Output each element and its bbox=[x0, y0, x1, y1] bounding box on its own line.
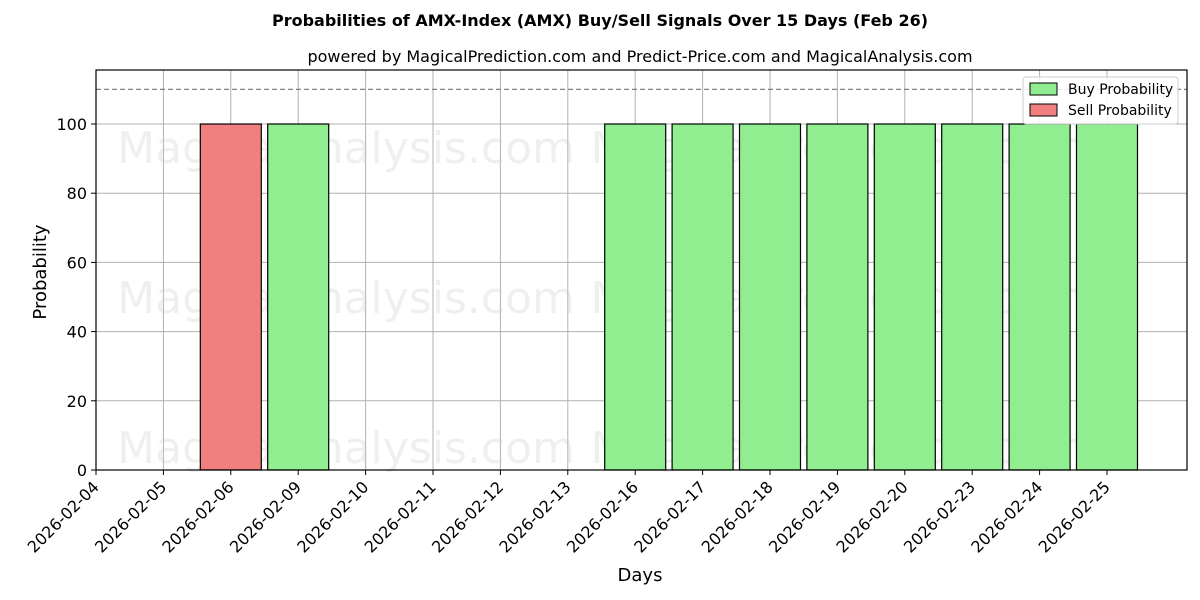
buy-bar bbox=[806, 123, 869, 471]
x-tick-label: 2026-02-09 bbox=[226, 477, 305, 556]
x-tick-label: 2026-02-18 bbox=[698, 477, 777, 556]
legend-box bbox=[1022, 76, 1179, 125]
y-axis-label: Probability bbox=[30, 224, 51, 319]
legend: Buy Probability Sell Probability bbox=[1022, 76, 1179, 125]
watermarks: MagicalAnalysis.comMagicalPrediction.com… bbox=[117, 123, 1085, 474]
legend-swatch-buy bbox=[1029, 82, 1058, 96]
y-axis: 0 20 40 60 80 100 bbox=[56, 115, 96, 480]
x-tick-label: 2026-02-24 bbox=[967, 477, 1046, 556]
buy-bar bbox=[873, 123, 936, 471]
legend-label-sell: Sell Probability bbox=[1068, 103, 1172, 119]
x-tick-label: 2026-02-20 bbox=[832, 477, 911, 556]
watermark-text: MagicalAnalysis.com bbox=[117, 123, 575, 174]
x-axis-label: Days bbox=[618, 565, 663, 586]
plot-frame bbox=[95, 69, 1188, 471]
buy-bar bbox=[671, 123, 734, 471]
buy-bar bbox=[267, 123, 330, 471]
x-tick-label: 2026-02-16 bbox=[563, 477, 642, 556]
x-tick-label: 2026-02-11 bbox=[361, 477, 440, 556]
legend-label-buy: Buy Probability bbox=[1068, 82, 1173, 98]
x-tick-label: 2026-02-04 bbox=[24, 477, 103, 556]
x-tick-label: 2026-02-05 bbox=[91, 477, 170, 556]
x-tick-label: 2026-02-25 bbox=[1035, 477, 1114, 556]
x-tick-label: 2026-02-23 bbox=[900, 477, 979, 556]
y-tick-label: 60 bbox=[67, 253, 87, 272]
x-tick-label: 2026-02-06 bbox=[158, 477, 237, 556]
buy-bar bbox=[1075, 123, 1139, 471]
watermark-text: MagicalAnalysis.com bbox=[117, 273, 575, 324]
x-tick-label: 2026-02-12 bbox=[428, 477, 507, 556]
chart-title: Probabilities of AMX-Index (AMX) Buy/Sel… bbox=[272, 11, 928, 30]
x-tick-label: 2026-02-10 bbox=[293, 477, 372, 556]
watermark-text: MagicalAnalysis.com bbox=[117, 423, 575, 474]
y-tick-label: 40 bbox=[67, 323, 87, 342]
chart-subtitle: powered by MagicalPrediction.com and Pre… bbox=[307, 47, 972, 66]
buy-bar bbox=[941, 123, 1004, 471]
legend-swatch-sell bbox=[1029, 103, 1058, 117]
y-tick-label: 0 bbox=[77, 461, 87, 480]
x-tick-label: 2026-02-19 bbox=[765, 477, 844, 556]
x-tick-label: 2026-02-17 bbox=[630, 477, 709, 556]
y-tick-label: 80 bbox=[67, 184, 87, 203]
x-tick-label: 2026-02-13 bbox=[495, 477, 574, 556]
buy-bar bbox=[1008, 123, 1071, 471]
buy-bar bbox=[604, 123, 667, 471]
buy-bar bbox=[738, 123, 802, 471]
x-axis: 2026-02-042026-02-052026-02-062026-02-09… bbox=[24, 470, 1114, 557]
bars bbox=[199, 123, 1139, 471]
y-tick-label: 20 bbox=[67, 392, 87, 411]
y-tick-label: 100 bbox=[56, 115, 87, 134]
sell-bar bbox=[199, 123, 262, 471]
